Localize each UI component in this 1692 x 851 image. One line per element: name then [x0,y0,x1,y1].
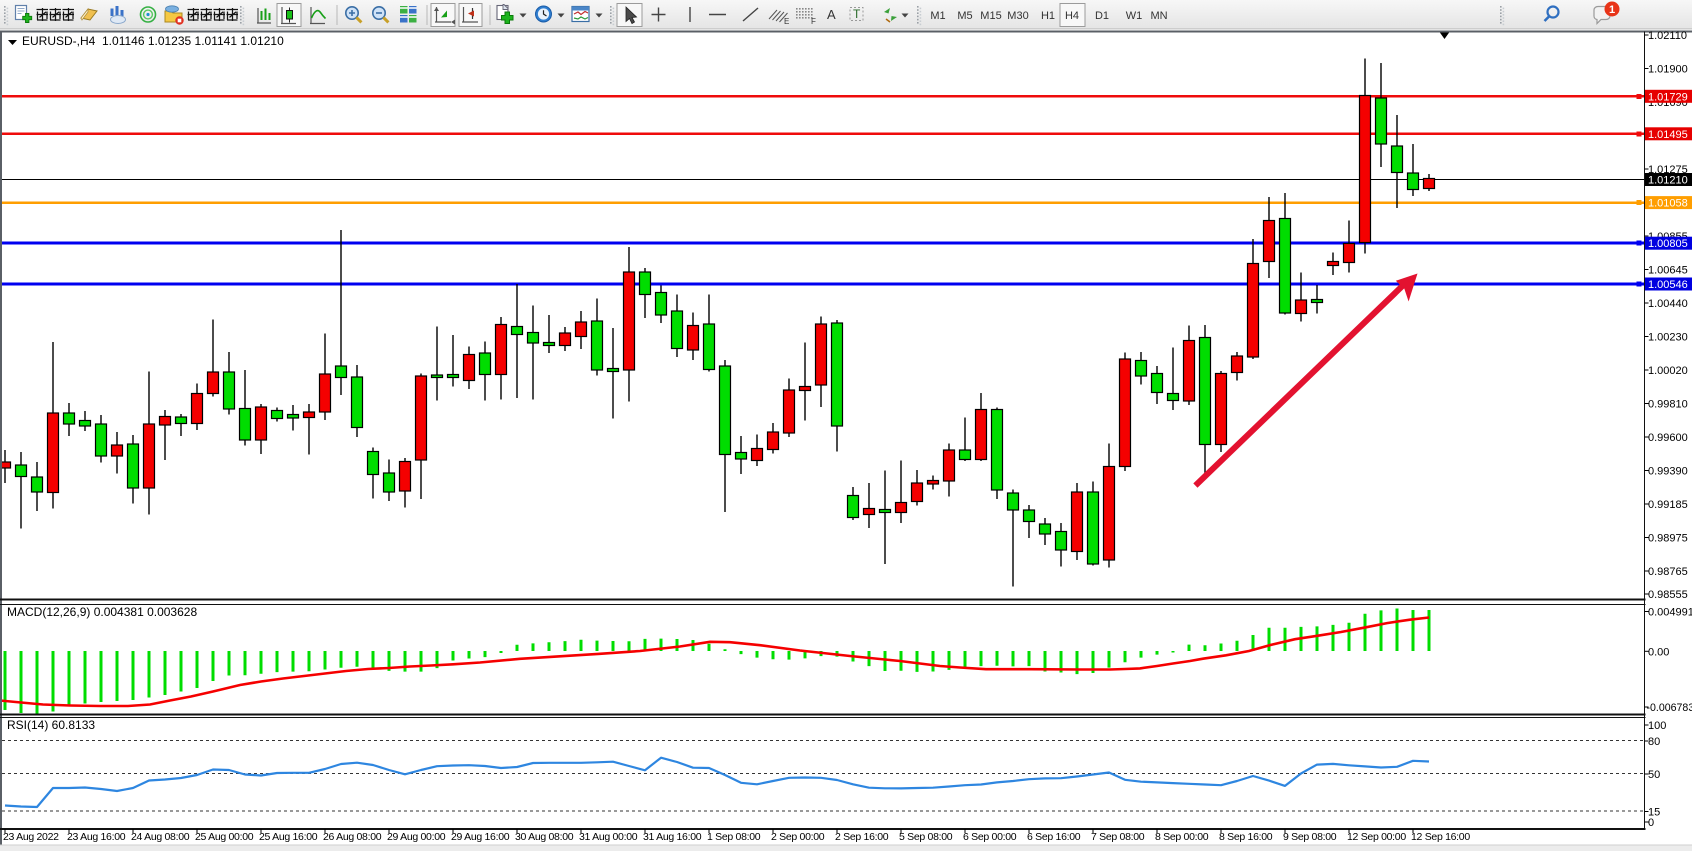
svg-text:0.99810: 0.99810 [1648,399,1688,411]
svg-text:8 Sep 00:00: 8 Sep 00:00 [1155,831,1209,843]
svg-text:M1: M1 [930,10,945,22]
svg-text:2 Sep 00:00: 2 Sep 00:00 [771,831,825,843]
svg-text:1.00805: 1.00805 [1648,238,1688,250]
svg-text:1.01210: 1.01210 [1648,175,1688,187]
svg-text:H1: H1 [1041,10,1055,22]
svg-text:0.99600: 0.99600 [1648,432,1688,444]
svg-text:1: 1 [1609,4,1615,16]
svg-text:26 Aug 08:00: 26 Aug 08:00 [323,831,382,843]
svg-text:31 Aug 00:00: 31 Aug 00:00 [579,831,638,843]
svg-text:1.00645: 1.00645 [1648,265,1688,277]
svg-text:M5: M5 [957,10,972,22]
svg-text:0: 0 [1648,817,1654,829]
svg-text:9 Sep 08:00: 9 Sep 08:00 [1283,831,1337,843]
svg-text:W1: W1 [1126,10,1143,22]
svg-text:1.01495: 1.01495 [1648,129,1688,141]
svg-text:F: F [811,17,816,26]
svg-text:1.00546: 1.00546 [1648,279,1688,291]
svg-text:T: T [853,7,861,21]
svg-text:0.004991: 0.004991 [1648,607,1692,619]
svg-text:23 Aug 16:00: 23 Aug 16:00 [67,831,126,843]
svg-text:MACD(12,26,9) 0.004381 0.00362: MACD(12,26,9) 0.004381 0.003628 [7,605,197,619]
svg-text:23 Aug 2022: 23 Aug 2022 [3,831,59,843]
svg-text:31 Aug 16:00: 31 Aug 16:00 [643,831,702,843]
svg-text:1 Sep 08:00: 1 Sep 08:00 [707,831,761,843]
svg-text:8 Sep 16:00: 8 Sep 16:00 [1219,831,1273,843]
svg-text:0.98975: 0.98975 [1648,533,1688,545]
svg-text:30 Aug 08:00: 30 Aug 08:00 [515,831,574,843]
svg-text:6 Sep 00:00: 6 Sep 00:00 [963,831,1017,843]
svg-text:25 Aug 16:00: 25 Aug 16:00 [259,831,318,843]
svg-text:M15: M15 [980,10,1001,22]
svg-text:1.01058: 1.01058 [1648,198,1688,210]
svg-text:RSI(14) 60.8133: RSI(14) 60.8133 [7,718,95,732]
svg-text:-0.006783: -0.006783 [1647,702,1692,714]
svg-text:24 Aug 08:00: 24 Aug 08:00 [131,831,190,843]
svg-text:15: 15 [1648,807,1660,819]
svg-text:H4: H4 [1065,10,1079,22]
svg-text:0.00: 0.00 [1648,646,1669,658]
svg-text:29 Aug 16:00: 29 Aug 16:00 [451,831,510,843]
svg-text:29 Aug 00:00: 29 Aug 00:00 [387,831,446,843]
svg-text:0.98555: 0.98555 [1648,589,1688,601]
svg-text:E: E [784,17,789,26]
svg-text:1.00230: 1.00230 [1648,332,1688,344]
svg-text:6 Sep 16:00: 6 Sep 16:00 [1027,831,1081,843]
svg-text:12 Sep 00:00: 12 Sep 00:00 [1347,831,1406,843]
svg-text:M30: M30 [1007,10,1028,22]
svg-text:1.00440: 1.00440 [1648,298,1688,310]
svg-text:EURUSD-,H4 1.01146 1.01235 1.: EURUSD-,H4 1.01146 1.01235 1.01141 1.012… [22,34,284,48]
svg-text:12 Sep 16:00: 12 Sep 16:00 [1411,831,1470,843]
svg-text:1.01900: 1.01900 [1648,64,1688,76]
svg-text:80: 80 [1648,736,1660,748]
svg-text:50: 50 [1648,769,1660,781]
svg-text:MN: MN [1150,10,1167,22]
svg-text:0.98765: 0.98765 [1648,566,1688,578]
svg-text:7 Sep 08:00: 7 Sep 08:00 [1091,831,1145,843]
svg-text:D1: D1 [1095,10,1109,22]
svg-text:1.00020: 1.00020 [1648,365,1688,377]
svg-text:100: 100 [1648,720,1666,732]
svg-text:25 Aug 00:00: 25 Aug 00:00 [195,831,254,843]
svg-text:A: A [827,7,836,22]
svg-text:0.99185: 0.99185 [1648,499,1688,511]
svg-text:1.01729: 1.01729 [1648,91,1688,103]
svg-text:5 Sep 08:00: 5 Sep 08:00 [899,831,953,843]
svg-text:2 Sep 16:00: 2 Sep 16:00 [835,831,889,843]
svg-text:1.02110: 1.02110 [1648,30,1687,42]
svg-text:0.99390: 0.99390 [1648,466,1688,478]
